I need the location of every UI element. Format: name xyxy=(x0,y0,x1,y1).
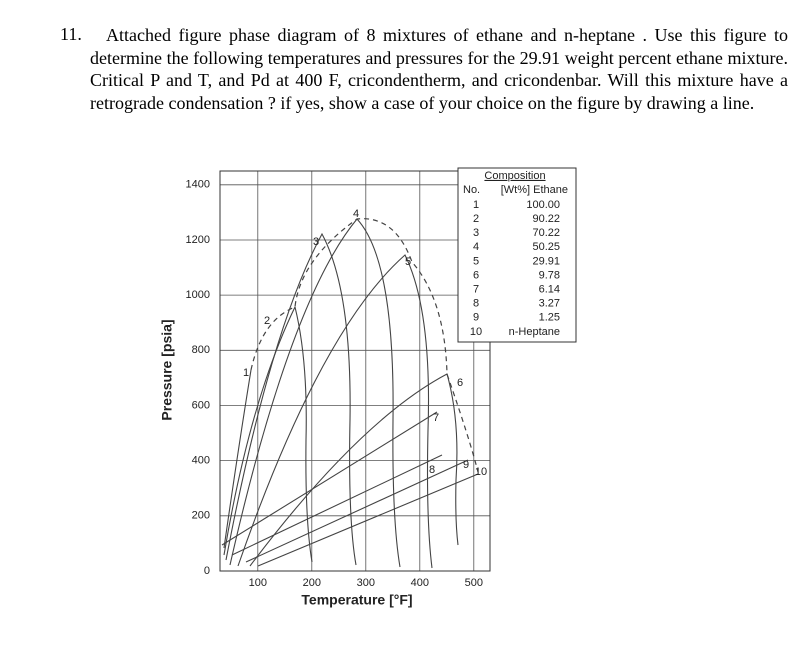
curve-label: 7 xyxy=(433,412,439,424)
x-tick-label: 300 xyxy=(357,577,375,589)
question-text: Attached figure phase diagram of 8 mixtu… xyxy=(90,25,788,113)
curve xyxy=(237,254,433,569)
x-axis-label: Temperature [°F] xyxy=(301,592,412,608)
y-tick-label: 800 xyxy=(192,344,210,356)
critical-locus xyxy=(250,218,479,473)
x-tick-label: 100 xyxy=(249,577,267,589)
x-tick-label: 400 xyxy=(411,577,429,589)
curve xyxy=(249,373,459,567)
curve-label: 5 xyxy=(405,256,411,268)
legend-value: 9.78 xyxy=(539,269,560,281)
curve-labels: 1 2 3 4 5 6 7 8 9 10 xyxy=(243,208,487,478)
legend-value: 1.25 xyxy=(539,312,560,324)
legend-value: 90.22 xyxy=(532,213,560,225)
y-tick-label: 0 xyxy=(204,565,210,577)
legend-number: 9 xyxy=(473,312,479,324)
legend-value: 50.25 xyxy=(532,241,560,253)
legend-value: 100.00 xyxy=(526,199,560,211)
y-tick-label: 200 xyxy=(192,510,210,522)
legend-value: 6.14 xyxy=(539,284,560,296)
curve-label: 3 xyxy=(313,236,319,248)
legend-box xyxy=(457,167,577,343)
legend-number: 4 xyxy=(473,241,479,253)
legend-number: 2 xyxy=(473,213,479,225)
y-tick-label: 1200 xyxy=(186,234,210,246)
y-tick-label: 400 xyxy=(192,455,210,467)
legend-number: 1 xyxy=(473,199,479,211)
legend-number: 10 xyxy=(470,326,482,338)
legend-title: Composition xyxy=(484,170,545,182)
legend-header: [Wt%] Ethane xyxy=(501,184,568,196)
legend-value: 70.22 xyxy=(532,227,560,239)
curve-label: 6 xyxy=(457,377,463,389)
curve xyxy=(231,454,443,556)
curve xyxy=(245,459,469,563)
curve-label: 4 xyxy=(353,208,359,220)
curve-label: 8 xyxy=(429,464,435,476)
curve xyxy=(223,369,252,549)
curve xyxy=(225,232,357,566)
grid xyxy=(220,171,490,572)
legend-rows: 1 100.00 2 90.22 3 70.22 4 50.25 5 29.91 6 9.78 7 6.1… xyxy=(470,199,560,338)
curve xyxy=(223,305,313,563)
curve-label: 10 xyxy=(475,466,487,478)
curve xyxy=(257,473,479,567)
legend-number: 5 xyxy=(473,255,479,267)
legend-number: 3 xyxy=(473,227,479,239)
legend-header: No. xyxy=(463,184,480,196)
curve-label: 2 xyxy=(264,315,270,327)
legend-value: n-Heptane xyxy=(509,326,560,338)
legend-value: 3.27 xyxy=(539,298,560,310)
curve-label: 1 xyxy=(243,367,249,379)
x-tick-label: 200 xyxy=(303,577,321,589)
curve-label: 9 xyxy=(463,459,469,471)
x-tick-label: 500 xyxy=(465,577,483,589)
legend-number: 8 xyxy=(473,298,479,310)
y-tick-label: 1000 xyxy=(186,289,210,301)
envelopes xyxy=(221,218,479,569)
y-tick-label: 600 xyxy=(192,399,210,411)
curve xyxy=(229,218,401,568)
y-axis-label: Pressure [psia] xyxy=(159,319,175,420)
legend-number: 6 xyxy=(473,269,479,281)
legend-number: 7 xyxy=(473,284,479,296)
plot-frame xyxy=(219,170,491,572)
question-number: 11. xyxy=(60,24,82,44)
legend-value: 29.91 xyxy=(532,255,560,267)
curve xyxy=(221,411,438,546)
y-tick-label: 1400 xyxy=(186,179,210,191)
